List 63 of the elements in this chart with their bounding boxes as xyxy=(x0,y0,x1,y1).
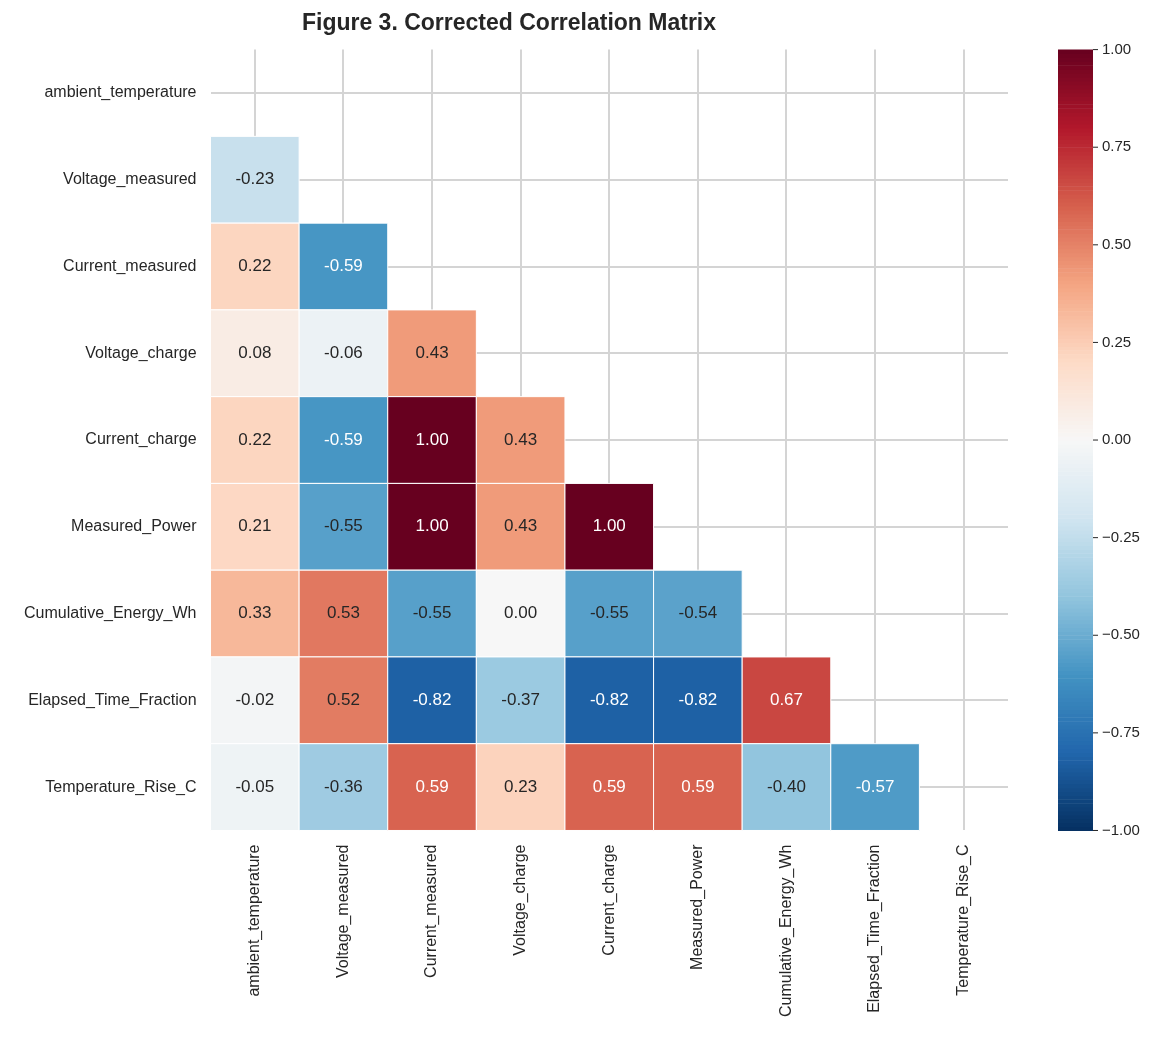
color-bar-label: −0.25 xyxy=(1102,527,1140,545)
data-label: 0.67 xyxy=(769,690,804,710)
y-tick-label: Current_charge xyxy=(85,430,197,449)
data-label: -0.55 xyxy=(324,516,363,536)
data-label: -0.57 xyxy=(855,776,895,796)
data-label: 0.59 xyxy=(681,776,715,796)
data-label: -0.55 xyxy=(412,603,452,623)
data-label: 0.59 xyxy=(592,776,626,796)
color-bar-label: −1.00 xyxy=(1102,820,1140,838)
data-label: -0.82 xyxy=(589,690,629,710)
x-tick-label: Voltage_measured xyxy=(333,844,352,978)
data-label: -0.59 xyxy=(324,256,363,276)
color-bar-label: 1.00 xyxy=(1102,39,1132,57)
y-tick-label: Elapsed_Time_Fraction xyxy=(28,690,197,709)
data-label: 0.21 xyxy=(238,516,272,536)
data-label: 0.43 xyxy=(415,342,449,362)
x-tick-label: Current_measured xyxy=(422,844,441,978)
color-bar-label: 0.75 xyxy=(1102,137,1132,155)
color-bar-label: −0.50 xyxy=(1102,625,1140,643)
data-label: 0.53 xyxy=(326,603,360,623)
x-tick-label: Current_charge xyxy=(599,844,618,956)
data-label: 0.22 xyxy=(238,429,272,449)
data-label: -0.37 xyxy=(501,690,541,710)
data-label: -0.54 xyxy=(678,603,718,623)
data-label: -0.06 xyxy=(324,342,363,362)
x-tick-label: Elapsed_Time_Fraction xyxy=(865,844,884,1013)
y-tick-label: Voltage_charge xyxy=(85,343,197,362)
x-tick-label: Measured_Power xyxy=(688,843,707,970)
data-label: 0.08 xyxy=(238,342,272,362)
data-label: -0.55 xyxy=(589,603,629,623)
color-bar-label: 0.50 xyxy=(1102,234,1132,252)
data-label: 0.43 xyxy=(504,429,538,449)
data-label: 1.00 xyxy=(415,516,449,536)
y-tick-label: Current_measured xyxy=(63,256,197,275)
y-tick-label: ambient_temperature xyxy=(44,83,197,102)
data-label: -0.59 xyxy=(324,429,363,449)
y-tick-label: Voltage_measured xyxy=(63,170,197,189)
color-bar-label: 0.00 xyxy=(1102,430,1132,448)
y-tick-label: Cumulative_Energy_Wh xyxy=(23,603,197,622)
color-bar-label: −0.75 xyxy=(1102,723,1140,741)
data-label: 0.52 xyxy=(326,690,360,710)
data-label: 0.33 xyxy=(238,603,272,623)
y-tick-label: Measured_Power xyxy=(71,517,198,536)
data-label: -0.02 xyxy=(235,690,275,710)
data-label: -0.40 xyxy=(767,776,806,796)
data-label: -0.82 xyxy=(412,690,452,710)
data-label: 1.00 xyxy=(415,429,449,449)
data-label: -0.82 xyxy=(678,690,718,710)
x-tick-label: Voltage_charge xyxy=(511,844,530,956)
x-tick-label: Cumulative_Energy_Wh xyxy=(776,844,795,1018)
data-label: 0.23 xyxy=(504,776,538,796)
data-label: 0.59 xyxy=(415,776,449,796)
x-tick-label: Temperature_Rise_C xyxy=(954,844,973,996)
data-label: 0.00 xyxy=(504,603,538,623)
data-label: -0.23 xyxy=(235,169,275,189)
data-label: 1.00 xyxy=(592,516,626,536)
chart-title: Figure 3. Corrected Correlation Matrix xyxy=(301,9,717,36)
data-label: 0.22 xyxy=(238,256,272,276)
y-tick-label: Temperature_Rise_C xyxy=(45,777,197,796)
color-bar-label: 0.25 xyxy=(1102,332,1132,350)
data-label: -0.36 xyxy=(324,776,363,796)
data-label: -0.05 xyxy=(235,776,275,796)
data-label: 0.43 xyxy=(504,516,538,536)
